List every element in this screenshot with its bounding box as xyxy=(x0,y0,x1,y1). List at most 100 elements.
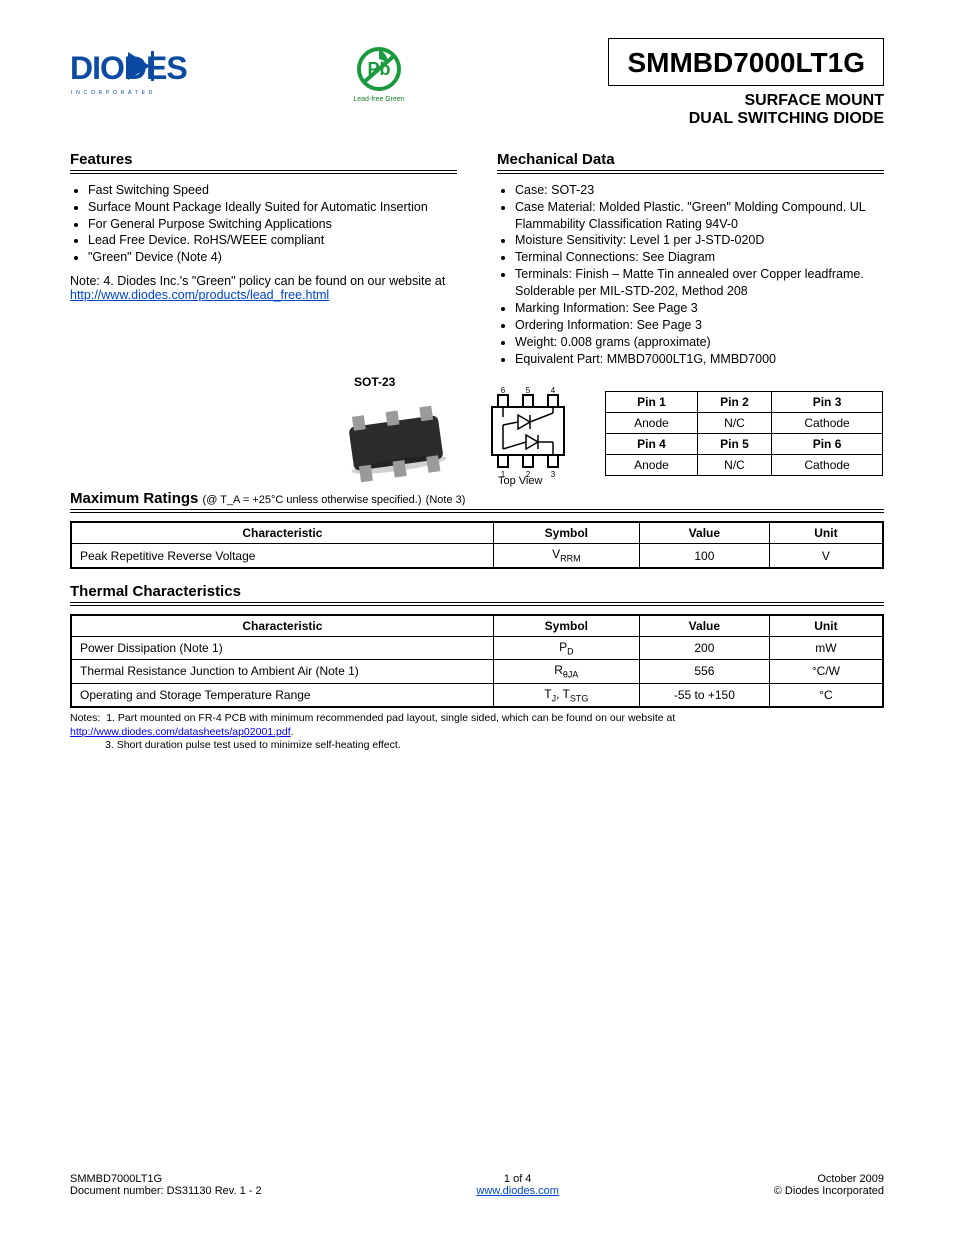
cell: °C/W xyxy=(769,660,883,683)
pb-caption: Lead-free Green xyxy=(353,96,404,103)
svg-text:INCORPORATED: INCORPORATED xyxy=(71,90,156,96)
table-row: Operating and Storage Temperature Range … xyxy=(71,683,883,707)
footer-right: October 2009 © Diodes Incorporated xyxy=(774,1173,884,1197)
col-head: Symbol xyxy=(493,522,639,544)
table-row: Peak Repetitive Reverse Voltage VRRM 100… xyxy=(71,544,883,568)
pin-label: 6 xyxy=(501,386,506,395)
mech-item: Case Material: Molded Plastic. "Green" M… xyxy=(515,199,884,233)
mechanical-title: Mechanical Data xyxy=(497,151,884,171)
cell: RθJA xyxy=(493,660,639,683)
pin-head: Pin 2 xyxy=(697,392,771,413)
note3-text: 3. Short duration pulse test used to min… xyxy=(105,739,401,751)
features-title: Features xyxy=(70,151,457,171)
cell: TJ, TSTG xyxy=(493,683,639,707)
cell: Operating and Storage Temperature Range xyxy=(71,683,493,707)
footer-copyright: © Diodes Incorporated xyxy=(774,1185,884,1197)
cell: mW xyxy=(769,636,883,659)
pin-val: N/C xyxy=(697,413,771,434)
pin-head: Pin 4 xyxy=(606,434,698,455)
features-list: Fast Switching Speed Surface Mount Packa… xyxy=(70,182,457,266)
feature-item: Surface Mount Package Ideally Suited for… xyxy=(88,199,457,216)
pin-val: Anode xyxy=(606,455,698,476)
logo-group: DIODES INCORPORATED Pb Lead-free Green xyxy=(70,44,408,106)
mech-item: Ordering Information: See Page 3 xyxy=(515,317,884,334)
max-ratings-table: Characteristic Symbol Value Unit Peak Re… xyxy=(70,521,884,568)
col-head: Unit xyxy=(769,615,883,637)
diodes-logo: DIODES INCORPORATED xyxy=(70,48,260,102)
mech-item: Case: SOT-23 xyxy=(515,182,884,199)
subtitle-1: SURFACE MOUNT xyxy=(608,92,884,110)
svg-text:5: 5 xyxy=(526,386,531,395)
pin-val: Anode xyxy=(606,413,698,434)
header: DIODES INCORPORATED Pb Lead-free Green S… xyxy=(70,44,884,129)
footer-left: SMMBD7000LT1G Document number: DS31130 R… xyxy=(70,1173,262,1197)
cell: Peak Repetitive Reverse Voltage xyxy=(71,544,493,568)
cell: 100 xyxy=(639,544,769,568)
max-ratings-section: Maximum Ratings (@ T_A = +25°C unless ot… xyxy=(70,490,884,568)
footer-date: October 2009 xyxy=(817,1173,884,1185)
footer-site-link[interactable]: www.diodes.com xyxy=(476,1185,559,1197)
footnotes: Notes: 1. Part mounted on FR-4 PCB with … xyxy=(70,712,884,753)
note1-text: 1. Part mounted on FR-4 PCB with minimum… xyxy=(106,712,675,724)
subtitle-2: DUAL SWITCHING DIODE xyxy=(608,110,884,128)
top-view-label: Top View xyxy=(498,475,542,487)
pin-head: Pin 3 xyxy=(772,392,883,413)
col-head: Value xyxy=(639,522,769,544)
col-head: Characteristic xyxy=(71,615,493,637)
mech-item: Terminals: Finish – Matte Tin annealed o… xyxy=(515,266,884,300)
two-column: Features Fast Switching Speed Surface Mo… xyxy=(70,151,884,368)
cell: °C xyxy=(769,683,883,707)
mech-item: Equivalent Part: MMBD7000LT1G, MMBD7000 xyxy=(515,351,884,368)
mech-item: Moisture Sensitivity: Level 1 per J-STD-… xyxy=(515,232,884,249)
package-caption: SOT-23 xyxy=(354,375,395,389)
cell: Thermal Resistance Junction to Ambient A… xyxy=(71,660,493,683)
pin-head: Pin 5 xyxy=(697,434,771,455)
title-block: SMMBD7000LT1G SURFACE MOUNT DUAL SWITCHI… xyxy=(608,38,884,129)
cell: VRRM xyxy=(493,544,639,568)
feature-item: For General Purpose Switching Applicatio… xyxy=(88,216,457,233)
page-footer: SMMBD7000LT1G Document number: DS31130 R… xyxy=(70,1173,884,1197)
thermal-section: Thermal Characteristics Characteristic S… xyxy=(70,583,884,753)
notes-label: Notes: xyxy=(70,712,100,724)
cell: V xyxy=(769,544,883,568)
feature-item: "Green" Device (Note 4) xyxy=(88,249,457,266)
svg-text:3: 3 xyxy=(551,470,556,479)
mechanical-col: Mechanical Data Case: SOT-23 Case Materi… xyxy=(497,151,884,368)
pinout-diagram: 6 5 4 1 2 3 xyxy=(478,385,578,481)
mech-item: Terminal Connections: See Diagram xyxy=(515,249,884,266)
max-ratings-note3: (Note 3) xyxy=(426,494,466,506)
pin-val: N/C xyxy=(697,455,771,476)
col-head: Symbol xyxy=(493,615,639,637)
max-ratings-title: Maximum Ratings (@ T_A = +25°C unless ot… xyxy=(70,490,884,510)
col-head: Unit xyxy=(769,522,883,544)
feature-item: Fast Switching Speed xyxy=(88,182,457,199)
footer-page: 1 of 4 xyxy=(504,1173,532,1185)
note4: Note: 4. Diodes Inc.'s "Green" policy ca… xyxy=(70,274,457,302)
pin-head: Pin 1 xyxy=(606,392,698,413)
max-ratings-title-text: Maximum Ratings xyxy=(70,490,198,507)
cell: -55 to +150 xyxy=(639,683,769,707)
mech-item: Marking Information: See Page 3 xyxy=(515,300,884,317)
cell: PD xyxy=(493,636,639,659)
mechanical-list: Case: SOT-23 Case Material: Molded Plast… xyxy=(497,182,884,368)
note1-link[interactable]: http://www.diodes.com/datasheets/ap02001… xyxy=(70,726,291,738)
note4-link[interactable]: http://www.diodes.com/products/lead_free… xyxy=(70,288,329,302)
footer-doc: Document number: DS31130 Rev. 1 - 2 xyxy=(70,1185,262,1197)
pin-table: Pin 1 Pin 2 Pin 3 Anode N/C Cathode Pin … xyxy=(605,391,883,476)
pb-badge: Pb Lead-free Green xyxy=(350,44,408,106)
note4-text: Note: 4. Diodes Inc.'s "Green" policy ca… xyxy=(70,274,445,288)
footer-part: SMMBD7000LT1G xyxy=(70,1173,162,1185)
cell: 200 xyxy=(639,636,769,659)
table-row: Thermal Resistance Junction to Ambient A… xyxy=(71,660,883,683)
pin-head: Pin 6 xyxy=(772,434,883,455)
pin-val: Cathode xyxy=(772,413,883,434)
max-ratings-note: (@ T_A = +25°C unless otherwise specifie… xyxy=(203,494,422,506)
footer-mid: 1 of 4 www.diodes.com xyxy=(262,1173,774,1197)
mech-item: Weight: 0.008 grams (approximate) xyxy=(515,334,884,351)
package-area: SOT-23 xyxy=(70,377,884,482)
cell: Power Dissipation (Note 1) xyxy=(71,636,493,659)
part-number: SMMBD7000LT1G xyxy=(608,38,884,86)
package-render xyxy=(328,391,458,483)
features-col: Features Fast Switching Speed Surface Mo… xyxy=(70,151,457,368)
pin-val: Cathode xyxy=(772,455,883,476)
